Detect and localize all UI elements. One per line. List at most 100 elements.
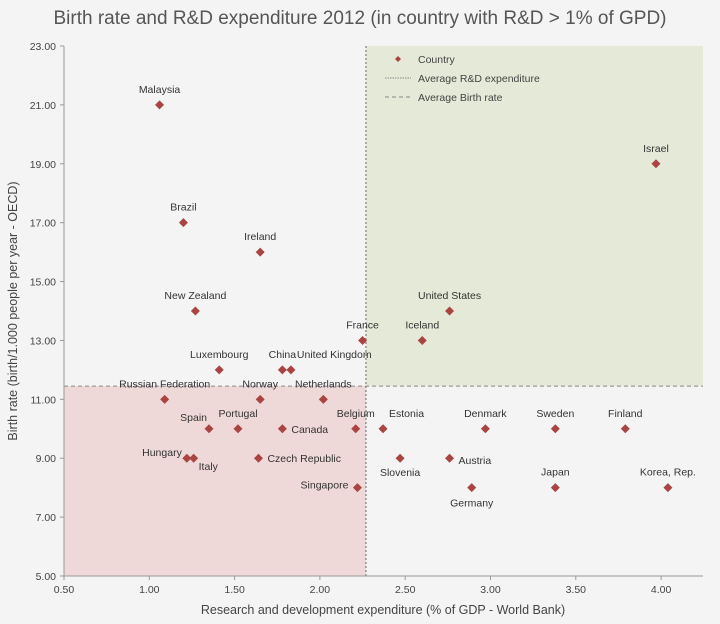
- point-label: China: [269, 349, 297, 361]
- data-point: Canada: [277, 424, 328, 436]
- chart-title: Birth rate and R&D expenditure 2012 (in …: [53, 8, 667, 29]
- low-rd-low-birth-region: [64, 386, 366, 576]
- y-tick-label: 11.00: [31, 394, 57, 406]
- x-tick-label: 1.50: [224, 584, 245, 596]
- y-tick-label: 23.00: [30, 41, 56, 53]
- point-marker: [160, 394, 170, 404]
- point-marker: [378, 424, 388, 434]
- point-marker: [190, 306, 200, 316]
- point-label: Canada: [291, 424, 328, 436]
- data-point: Russian Federation: [119, 378, 210, 404]
- point-marker: [550, 483, 560, 493]
- data-point: Estonia: [378, 408, 424, 434]
- point-label: Ireland: [244, 231, 276, 243]
- data-point: Israel: [643, 143, 669, 169]
- data-point: Iceland: [405, 319, 439, 345]
- data-point: Malaysia: [139, 84, 181, 110]
- point-marker: [233, 424, 243, 434]
- point-marker: [663, 483, 673, 493]
- point-marker: [277, 365, 287, 375]
- point-label: Germany: [450, 498, 494, 510]
- data-point: Belgium: [337, 408, 375, 434]
- legend-label: Average Birth rate: [418, 92, 503, 104]
- data-point: Italy: [189, 453, 219, 473]
- point-label: Hungary: [142, 447, 182, 459]
- data-point: United States: [418, 290, 481, 316]
- point-marker: [277, 424, 287, 434]
- point-marker: [395, 453, 405, 463]
- point-marker: [214, 365, 224, 375]
- point-label: Brazil: [170, 202, 196, 214]
- point-label: Iceland: [405, 319, 439, 331]
- data-point: New Zealand: [164, 290, 226, 316]
- data-point: Netherlands: [295, 378, 352, 404]
- point-marker: [351, 424, 361, 434]
- point-marker: [255, 394, 265, 404]
- data-point: Austria: [445, 453, 492, 467]
- point-marker: [182, 453, 192, 463]
- point-label: United Kingdom: [297, 349, 372, 361]
- x-axis-title: Research and development expenditure (% …: [201, 603, 565, 617]
- point-label: Austria: [459, 455, 492, 467]
- y-tick-label: 7.00: [36, 512, 57, 524]
- point-label: Malaysia: [139, 84, 181, 96]
- legend-label: Average R&D expenditure: [418, 73, 540, 85]
- y-axis-title: Birth rate (birth/1.000 people per year …: [6, 181, 20, 440]
- point-label: Portugal: [218, 408, 257, 420]
- data-point: Korea, Rep.: [640, 467, 696, 493]
- data-point: Ireland: [244, 231, 276, 257]
- point-label: Israel: [643, 143, 669, 155]
- point-label: Korea, Rep.: [640, 467, 696, 479]
- y-tick-label: 19.00: [30, 159, 56, 171]
- point-marker: [318, 394, 328, 404]
- data-point: Norway: [242, 378, 279, 404]
- point-label: Japan: [541, 467, 570, 479]
- data-point: Slovenia: [380, 453, 420, 479]
- y-tick-label: 9.00: [36, 453, 57, 465]
- x-tick-label: 2.00: [310, 584, 331, 596]
- point-marker: [155, 100, 165, 110]
- y-tick-label: 5.00: [36, 571, 57, 583]
- data-point: Denmark: [464, 408, 507, 434]
- point-marker: [467, 483, 477, 493]
- point-label: Italy: [199, 461, 219, 473]
- point-marker: [445, 453, 455, 463]
- x-tick-label: 1.00: [139, 584, 160, 596]
- data-point: Luxembourg: [190, 349, 249, 375]
- data-point: Hungary: [142, 447, 192, 463]
- point-marker: [358, 335, 368, 345]
- point-marker: [253, 453, 263, 463]
- point-label: Denmark: [464, 408, 507, 420]
- y-tick-label: 17.00: [30, 218, 56, 230]
- y-tick-label: 13.00: [30, 335, 56, 347]
- data-point: Germany: [450, 483, 494, 510]
- point-marker: [204, 424, 214, 434]
- data-point: China: [269, 349, 297, 375]
- point-marker: [286, 365, 296, 375]
- legend-item: Country: [395, 54, 456, 66]
- legend-item: Average R&D expenditure: [385, 73, 540, 85]
- point-label: Slovenia: [380, 467, 420, 479]
- data-point: United Kingdom: [286, 349, 372, 375]
- point-marker: [445, 306, 455, 316]
- point-label: Luxembourg: [190, 349, 249, 361]
- point-marker: [651, 159, 661, 169]
- data-point: Spain: [180, 412, 214, 434]
- y-tick-label: 15.00: [30, 277, 56, 289]
- x-tick-label: 3.00: [480, 584, 501, 596]
- point-label: Netherlands: [295, 378, 352, 390]
- x-tick-label: 0.50: [54, 584, 75, 596]
- data-point: Japan: [541, 467, 570, 493]
- data-point: Czech Republic: [253, 453, 341, 465]
- x-tick-label: 4.00: [651, 584, 672, 596]
- data-point: Singapore: [301, 480, 362, 493]
- point-label: Norway: [242, 378, 278, 390]
- data-point: Sweden: [536, 408, 574, 434]
- point-marker: [178, 218, 188, 228]
- legend-diamond-icon: [395, 56, 401, 62]
- data-point: France: [346, 319, 379, 345]
- point-marker: [620, 424, 630, 434]
- data-point: Portugal: [218, 408, 258, 434]
- point-marker: [417, 335, 427, 345]
